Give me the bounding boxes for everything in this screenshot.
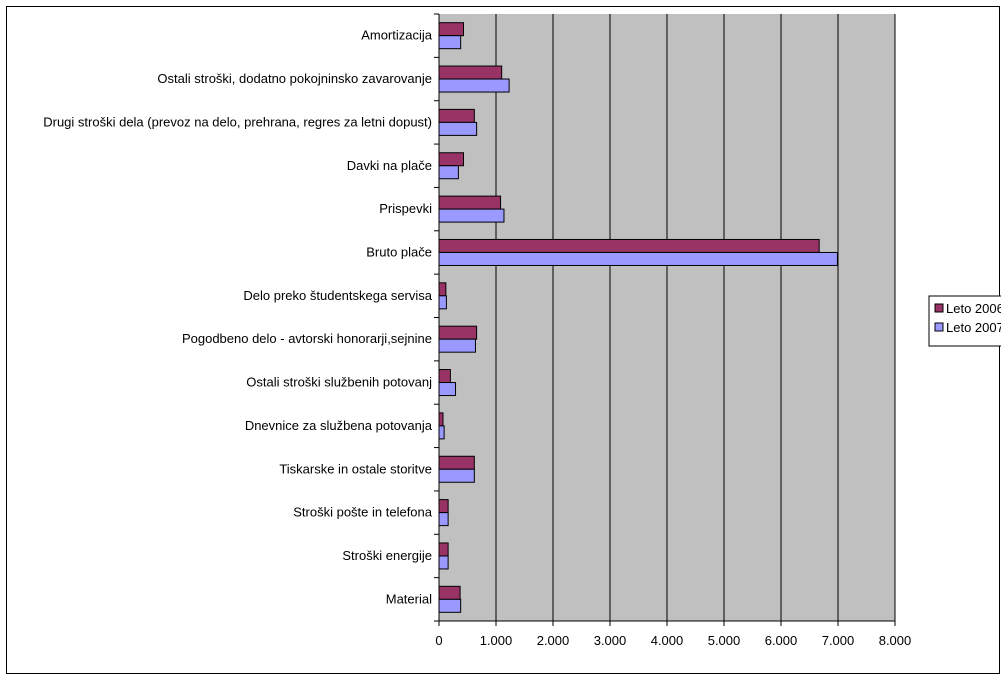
- bar-leto-2006: [438, 238, 820, 253]
- category-label: Drugi stroški dela (prevoz na delo, preh…: [43, 114, 432, 129]
- x-tick-label: 1.000: [480, 633, 513, 648]
- bar-leto-2006: [438, 325, 478, 340]
- chart-frame: 0 1.000 2.000 3.000 4.000 5.000 6.000 7.000 8.00…: [6, 6, 1001, 674]
- category-label: Delo preko študentskega servisa: [243, 288, 432, 303]
- x-tick-label: 5.000: [708, 633, 741, 648]
- legend-label: Leto 2006: [946, 301, 1001, 316]
- category-label: Stroški pošte in telefona: [293, 505, 433, 520]
- bar-leto-2007: [438, 121, 478, 136]
- bar-leto-2007: [438, 78, 510, 93]
- legend-swatch: [934, 322, 944, 332]
- bar-leto-2007: [438, 512, 449, 527]
- bar-leto-2006: [438, 499, 449, 514]
- category-label: Dnevnice za službena potovanja: [245, 418, 433, 433]
- x-tick-label: 2.000: [537, 633, 570, 648]
- legend-label: Leto 2007: [946, 320, 1001, 335]
- legend-swatch: [934, 303, 944, 313]
- x-tick-label: 8.000: [879, 633, 912, 648]
- category-label: Stroški energije: [342, 548, 432, 563]
- category-label: Pogodbeno delo - avtorski honorarji,sejn…: [182, 331, 432, 346]
- category-label: Bruto plače: [366, 244, 432, 259]
- bar-leto-2007: [438, 598, 462, 613]
- x-tick-label: 6.000: [765, 633, 798, 648]
- category-label: Amortizacija: [361, 28, 433, 43]
- legend: Leto 2006 Leto 2007: [928, 295, 1001, 347]
- bar-leto-2007: [438, 555, 449, 570]
- bar-leto-2006: [438, 282, 447, 297]
- bar-leto-2007: [438, 382, 457, 397]
- bar-leto-2006: [438, 455, 475, 470]
- x-tick-label: 4.000: [651, 633, 684, 648]
- bar-leto-2006: [438, 152, 465, 167]
- x-tick-label: 7.000: [822, 633, 855, 648]
- bar-leto-2006: [438, 585, 461, 600]
- bar-leto-2007: [438, 35, 462, 50]
- category-label: Ostali stroški službenih potovanj: [246, 375, 432, 390]
- bar-leto-2006: [438, 542, 449, 557]
- bar-leto-2007: [438, 251, 838, 266]
- bar-leto-2006: [438, 369, 451, 384]
- bar-leto-2007: [438, 468, 475, 483]
- bar-leto-2007: [438, 208, 505, 223]
- bar-leto-2006: [438, 195, 502, 210]
- category-label: Material: [386, 591, 432, 606]
- bar-leto-2007: [438, 425, 445, 440]
- bar-leto-2007: [438, 338, 476, 353]
- category-label: Ostali stroški, dodatno pokojninsko zava…: [157, 71, 432, 86]
- category-label: Davki na plače: [347, 158, 432, 173]
- category-label: Prispevki: [379, 201, 432, 216]
- bar-leto-2007: [438, 165, 459, 180]
- bar-leto-2006: [438, 65, 503, 80]
- x-tick-label: 0: [435, 633, 442, 648]
- bar-leto-2006: [438, 108, 475, 123]
- bar-leto-2007: [438, 295, 447, 310]
- bar-leto-2006: [438, 412, 444, 427]
- bar-leto-2006: [438, 22, 465, 37]
- bar-chart: 0 1.000 2.000 3.000 4.000 5.000 6.000 7.000 8.00…: [43, 13, 1001, 648]
- category-label: Tiskarske in ostale storitve: [279, 461, 432, 476]
- x-tick-label: 3.000: [594, 633, 627, 648]
